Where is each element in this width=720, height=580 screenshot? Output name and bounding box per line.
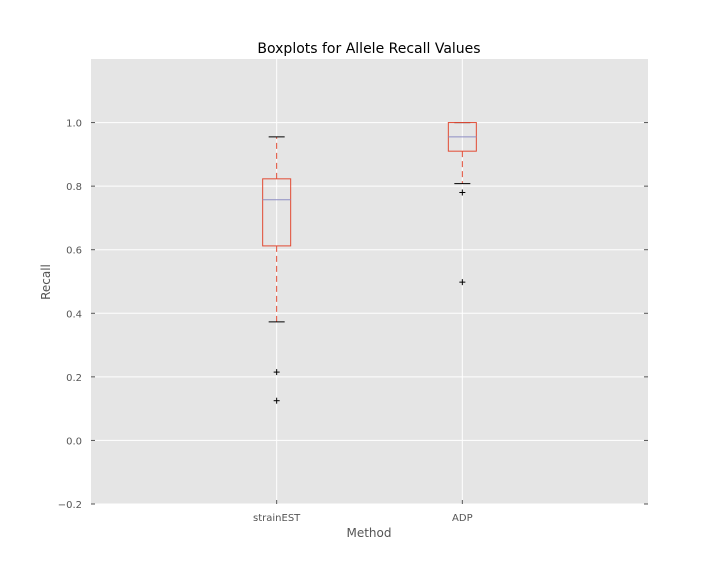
box-ADP bbox=[447, 122, 477, 286]
y-tick-label: −0.2 bbox=[58, 500, 82, 511]
outlier-point bbox=[273, 397, 280, 404]
outlier-point bbox=[273, 369, 280, 376]
x-axis-ticks: strainEST ADP bbox=[253, 500, 473, 524]
y-tick-label: 0.6 bbox=[66, 246, 82, 257]
x-axis-label: Method bbox=[346, 526, 391, 540]
y-tick-label: 1.0 bbox=[66, 119, 82, 130]
y-axis-ticks: −0.2 0.0 0.2 0.4 0.6 0.8 1.0 bbox=[58, 119, 648, 511]
boxes bbox=[262, 122, 477, 404]
y-tick-label: 0.4 bbox=[66, 309, 82, 320]
outlier-point bbox=[459, 189, 466, 196]
x-tick-label: strainEST bbox=[253, 513, 301, 524]
y-tick-label: 0.2 bbox=[66, 373, 82, 384]
x-tick-label: ADP bbox=[452, 513, 473, 524]
chart-title: Boxplots for Allele Recall Values bbox=[257, 41, 480, 57]
box-body bbox=[262, 178, 292, 247]
y-tick-label: 0.0 bbox=[66, 436, 82, 447]
y-tick-label: 0.8 bbox=[66, 182, 82, 193]
box-strainEST bbox=[262, 136, 292, 404]
plot-area bbox=[91, 59, 648, 504]
outlier-point bbox=[459, 279, 466, 286]
y-axis-label: Recall bbox=[39, 264, 53, 300]
